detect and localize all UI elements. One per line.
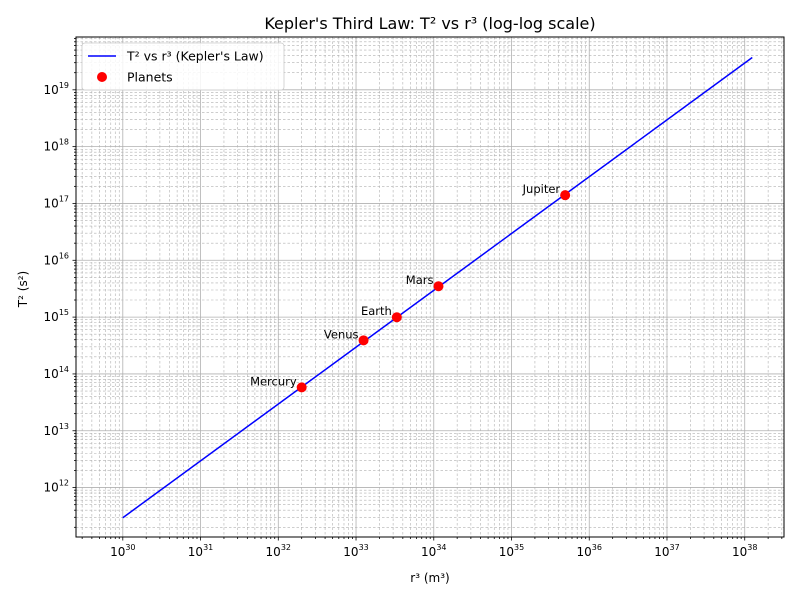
x-tick-label: 1038 (732, 543, 757, 559)
legend-box (81, 42, 285, 91)
grid (76, 37, 784, 537)
y-tick-label: 1017 (44, 194, 69, 210)
planet-label: Mars (406, 273, 434, 287)
x-axis-label: r³ (m³) (410, 571, 449, 585)
planet-label: Mercury (250, 374, 297, 388)
planet-point (560, 190, 571, 201)
planet-point (433, 281, 444, 292)
y-tick-label: 1012 (44, 479, 69, 495)
axes: 1030 1031 1032 1033 1034 1035 1036 1037 1038 1012… (44, 36, 785, 559)
planet-label: Jupiter (522, 182, 561, 196)
legend-entry-label: Planets (127, 70, 173, 85)
x-tick-label: 1034 (421, 543, 446, 559)
y-tick-label: 1019 (44, 81, 69, 97)
legend: T² vs r³ (Kepler's Law) Planets (81, 42, 285, 91)
x-tick-label: 1035 (499, 543, 524, 559)
x-tick-label: 1037 (654, 543, 679, 559)
y-tick-label: 1016 (44, 251, 69, 267)
x-tick-label: 1030 (110, 543, 135, 559)
planet-label: Earth (361, 304, 392, 318)
legend-marker-swatch (97, 72, 107, 82)
planet-point (391, 312, 402, 323)
y-tick-label: 1014 (44, 365, 69, 381)
x-tick-label: 1036 (577, 543, 602, 559)
chart-title: Kepler's Third Law: T² vs r³ (log-log sc… (264, 14, 595, 33)
planet-point (358, 335, 369, 346)
y-tick-label: 1018 (44, 138, 69, 154)
planet-label: Venus (324, 327, 359, 341)
legend-entry-label: T² vs r³ (Kepler's Law) (126, 49, 264, 64)
planet-point (296, 382, 307, 393)
x-tick-label: 1033 (343, 543, 368, 559)
x-tick-label: 1031 (188, 543, 213, 559)
y-axis-label: T² (s²) (16, 271, 30, 308)
y-tick-label: 1013 (44, 422, 69, 438)
y-tick-label: 1015 (44, 308, 69, 324)
x-tick-label: 1032 (266, 543, 291, 559)
